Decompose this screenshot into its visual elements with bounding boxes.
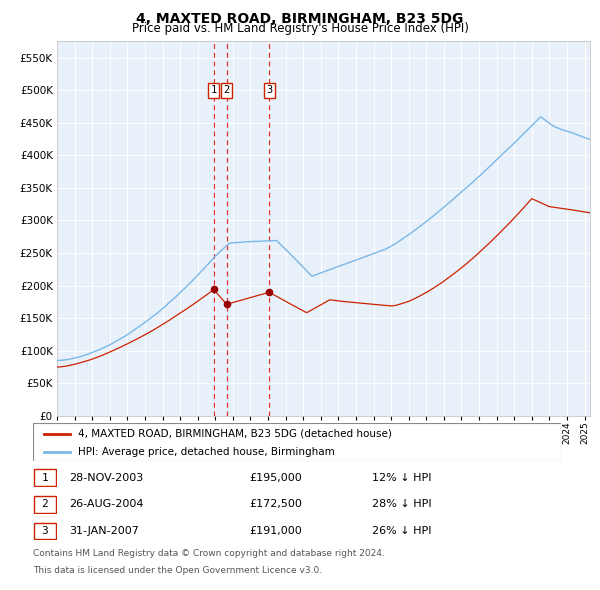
Text: Contains HM Land Registry data © Crown copyright and database right 2024.: Contains HM Land Registry data © Crown c…	[33, 549, 385, 558]
Text: 26-AUG-2004: 26-AUG-2004	[69, 500, 143, 509]
Text: 2: 2	[224, 85, 230, 95]
Text: 3: 3	[41, 526, 49, 536]
Text: 3: 3	[266, 85, 272, 95]
Text: 12% ↓ HPI: 12% ↓ HPI	[372, 473, 431, 483]
Text: 4, MAXTED ROAD, BIRMINGHAM, B23 5DG: 4, MAXTED ROAD, BIRMINGHAM, B23 5DG	[136, 12, 464, 26]
Text: 28% ↓ HPI: 28% ↓ HPI	[372, 500, 431, 509]
Text: Price paid vs. HM Land Registry's House Price Index (HPI): Price paid vs. HM Land Registry's House …	[131, 22, 469, 35]
Text: £172,500: £172,500	[249, 500, 302, 509]
Text: 2: 2	[41, 500, 49, 509]
Text: 1: 1	[211, 85, 217, 95]
Text: This data is licensed under the Open Government Licence v3.0.: This data is licensed under the Open Gov…	[33, 566, 322, 575]
Text: HPI: Average price, detached house, Birmingham: HPI: Average price, detached house, Birm…	[78, 447, 335, 457]
Text: 28-NOV-2003: 28-NOV-2003	[69, 473, 143, 483]
Text: 31-JAN-2007: 31-JAN-2007	[69, 526, 139, 536]
Text: 4, MAXTED ROAD, BIRMINGHAM, B23 5DG (detached house): 4, MAXTED ROAD, BIRMINGHAM, B23 5DG (det…	[78, 429, 392, 439]
Text: £195,000: £195,000	[249, 473, 302, 483]
Text: £191,000: £191,000	[249, 526, 302, 536]
Text: 26% ↓ HPI: 26% ↓ HPI	[372, 526, 431, 536]
Text: 1: 1	[41, 473, 49, 483]
